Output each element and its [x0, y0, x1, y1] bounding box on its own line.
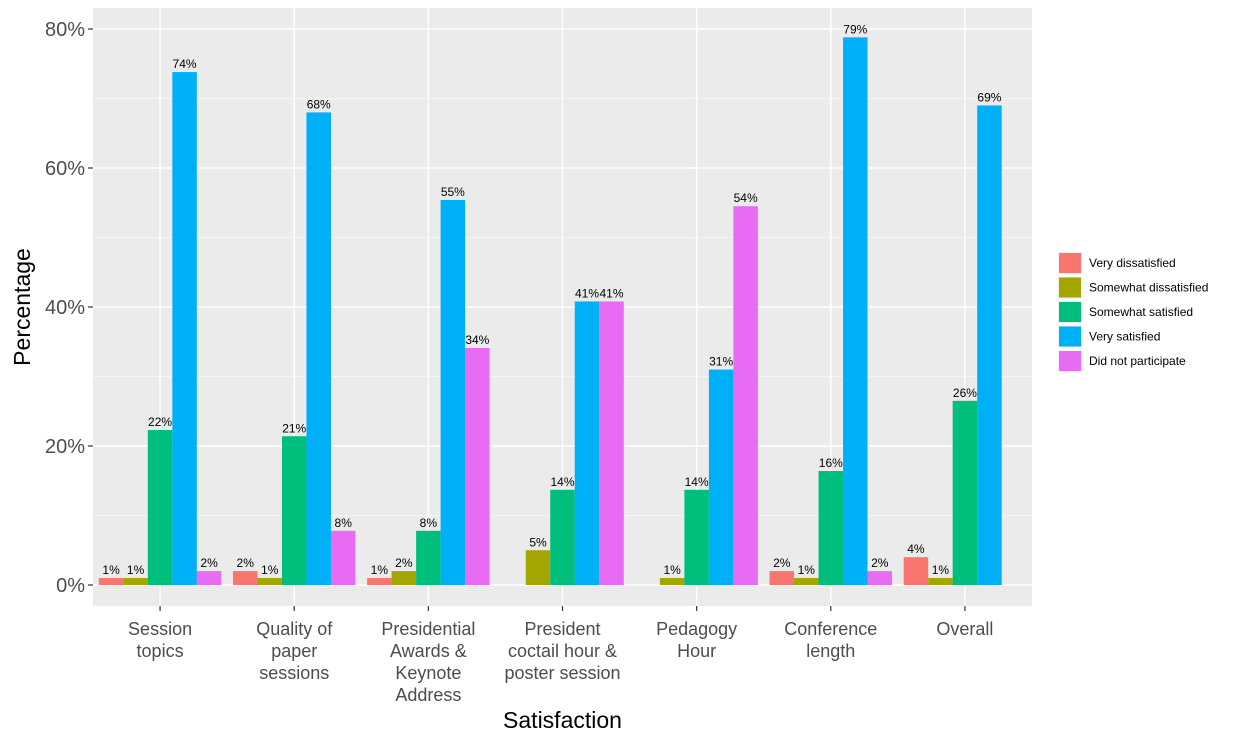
bar-value-label: 8%: [420, 516, 438, 530]
bar: [197, 571, 222, 585]
bar: [367, 578, 392, 585]
legend-swatch: [1059, 327, 1081, 347]
y-tick-label: 20%: [45, 436, 85, 458]
bar-value-label: 2%: [395, 556, 413, 570]
y-axis-title: Percentage: [9, 248, 35, 366]
bar-value-label: 41%: [599, 286, 623, 300]
bar-value-label: 2%: [200, 556, 218, 570]
bar-value-label: 69%: [977, 90, 1001, 104]
legend-label: Very dissatisfied: [1089, 256, 1176, 270]
bar-value-label: 1%: [102, 563, 120, 577]
bar-value-label: 2%: [237, 556, 255, 570]
bar-value-label: 22%: [148, 415, 172, 429]
bar: [575, 301, 600, 585]
legend-label: Very satisfied: [1089, 330, 1160, 344]
bar-value-label: 1%: [932, 563, 950, 577]
bar-value-label: 74%: [173, 57, 197, 71]
bar: [257, 578, 282, 585]
bar: [282, 436, 307, 585]
bar: [977, 105, 1002, 585]
bar: [953, 401, 978, 585]
bar: [306, 112, 331, 585]
y-axis: 0% 20% 40% 60% 80%: [45, 19, 93, 597]
bar: [392, 571, 417, 585]
x-axis: Session topics Quality of paper sessions Pres…: [128, 606, 993, 705]
bar: [599, 301, 624, 585]
bar-value-label: 1%: [261, 563, 279, 577]
y-tick-label: 40%: [45, 297, 85, 319]
legend-swatch: [1059, 302, 1081, 322]
bar-value-label: 54%: [734, 191, 758, 205]
bar: [819, 471, 844, 585]
bar-value-label: 26%: [953, 386, 977, 400]
bar-value-label: 79%: [843, 22, 867, 36]
bar-value-label: 14%: [685, 475, 709, 489]
bar-value-label: 4%: [907, 542, 925, 556]
bar-value-label: 16%: [819, 456, 843, 470]
legend-swatch: [1059, 253, 1081, 273]
bar: [416, 531, 441, 585]
bar-value-label: 41%: [575, 286, 599, 300]
bar-value-label: 1%: [127, 563, 145, 577]
legend-swatch: [1059, 278, 1081, 298]
legend: Very dissatisfied Somewhat dissatisfied So…: [1058, 252, 1208, 372]
bar: [684, 490, 709, 585]
bar: [733, 206, 758, 585]
bar: [465, 348, 490, 585]
bar: [660, 578, 685, 585]
x-tick-label: Pedagogy Hour: [656, 619, 737, 661]
bar-value-label: 8%: [335, 516, 353, 530]
bar-value-label: 68%: [307, 97, 331, 111]
legend-label: Somewhat satisfied: [1089, 305, 1193, 319]
x-tick-label: President coctail hour & poster session: [504, 619, 620, 683]
bar-value-label: 1%: [798, 563, 816, 577]
legend-swatch: [1059, 351, 1081, 371]
bar: [123, 578, 148, 585]
bar: [843, 37, 868, 585]
bar: [441, 200, 466, 585]
bar-value-label: 2%: [871, 556, 889, 570]
bar: [794, 578, 819, 585]
y-tick-label: 0%: [56, 575, 85, 597]
bar: [550, 490, 575, 585]
bar-value-label: 14%: [550, 475, 574, 489]
bar: [928, 578, 953, 585]
bar: [868, 571, 893, 585]
bar: [99, 578, 124, 585]
bar: [148, 430, 173, 585]
bar-value-label: 5%: [529, 535, 547, 549]
bar-value-label: 2%: [773, 556, 791, 570]
y-tick-label: 80%: [45, 19, 85, 41]
bar: [233, 571, 258, 585]
x-tick-label: Conference length: [784, 619, 877, 661]
y-tick-label: 60%: [45, 158, 85, 180]
bar: [770, 571, 795, 585]
bar-value-label: 34%: [465, 333, 489, 347]
bar: [331, 531, 356, 585]
x-tick-label: Presidential Awards & Keynote Address: [381, 619, 475, 705]
bar-value-label: 1%: [371, 563, 389, 577]
legend-label: Did not participate: [1089, 354, 1186, 368]
bar: [172, 72, 197, 585]
x-tick-label: Session topics: [128, 619, 192, 661]
legend-label: Somewhat dissatisfied: [1089, 281, 1208, 295]
bar: [709, 370, 734, 585]
bar-value-label: 1%: [663, 563, 681, 577]
bar: [526, 550, 551, 585]
bar-value-label: 21%: [282, 421, 306, 435]
x-axis-title: Satisfaction: [503, 707, 622, 733]
x-tick-label: Quality of paper sessions: [256, 619, 333, 683]
x-tick-label: Overall: [936, 619, 993, 639]
bar-value-label: 31%: [709, 355, 733, 369]
bar-value-label: 55%: [441, 185, 465, 199]
bar: [904, 557, 929, 585]
